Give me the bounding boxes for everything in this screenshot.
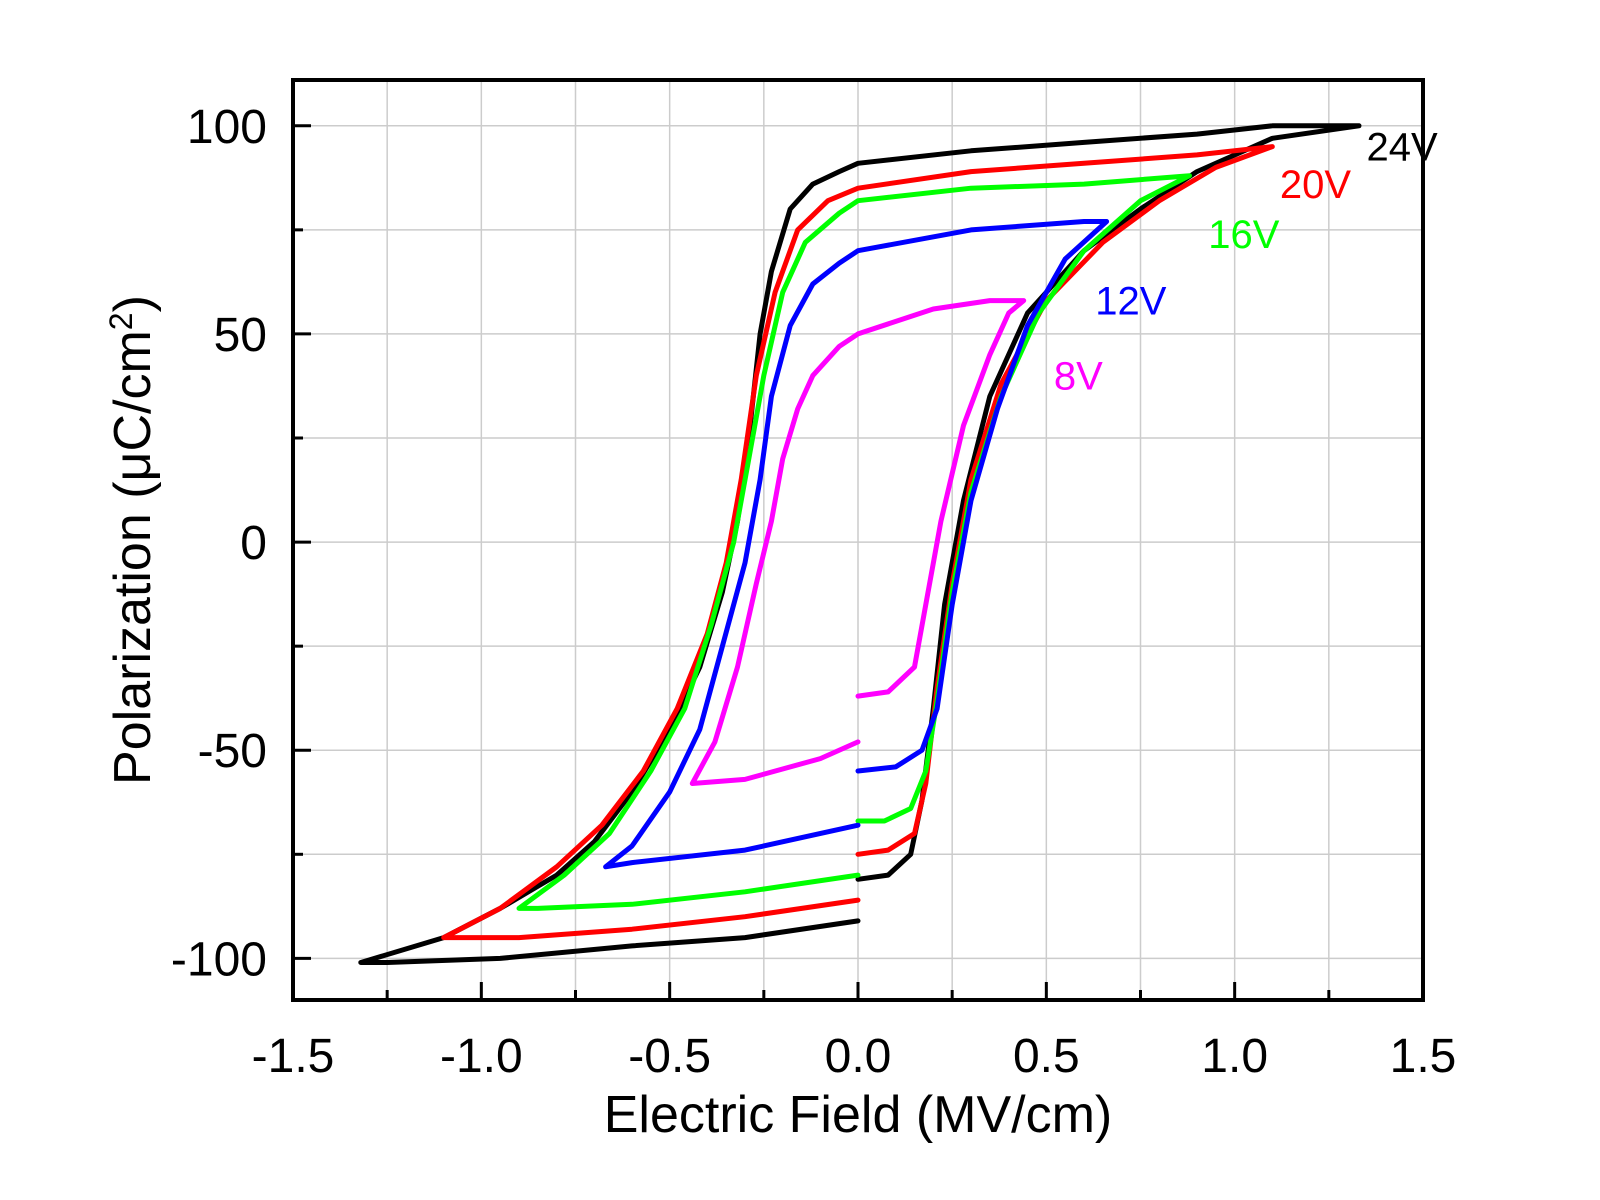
x-tick-label: -0.5 <box>628 1030 711 1083</box>
y-tick-label: -100 <box>171 933 267 986</box>
series-label-8v: 8V <box>1054 355 1103 399</box>
y-axis-title-part: ) <box>104 295 162 312</box>
x-tick-label: 0.5 <box>1013 1030 1080 1083</box>
series-label-16v: 16V <box>1208 213 1279 257</box>
x-tick-label: 1.5 <box>1390 1030 1457 1083</box>
y-axis-title-part: C/cm <box>104 330 162 451</box>
x-tick-label: 1.0 <box>1201 1030 1268 1083</box>
y-tick-label: 100 <box>187 101 267 154</box>
series-line-12v <box>603 219 1110 870</box>
series-label-24v: 24V <box>1367 126 1438 170</box>
y-tick-label: -50 <box>198 725 267 778</box>
series-label-12v: 12V <box>1095 280 1166 324</box>
y-axis-title-part: 2 <box>103 312 139 330</box>
series-lines <box>358 123 1362 965</box>
x-tick-label: 0.0 <box>825 1030 892 1083</box>
y-axis-title-part: Polarization ( <box>104 481 162 785</box>
x-tick-label: -1.0 <box>440 1030 523 1083</box>
y-tick-label: 0 <box>240 517 267 570</box>
x-axis-title: Electric Field (MV/cm) <box>604 1086 1112 1144</box>
axis-ticks: -1.5 -1.0 -0.5 0.0 0.5 1.0 1.5 -100 -50 0 50 100 <box>171 101 1456 1083</box>
y-axis-title-part: μ <box>104 452 162 482</box>
series-line-8v <box>689 298 1027 786</box>
y-tick-label: 50 <box>214 309 267 362</box>
y-axis-title: Polarization (μC/cm2) <box>103 295 162 785</box>
x-tick-label: -1.5 <box>252 1030 335 1083</box>
series-label-20v: 20V <box>1280 163 1351 207</box>
